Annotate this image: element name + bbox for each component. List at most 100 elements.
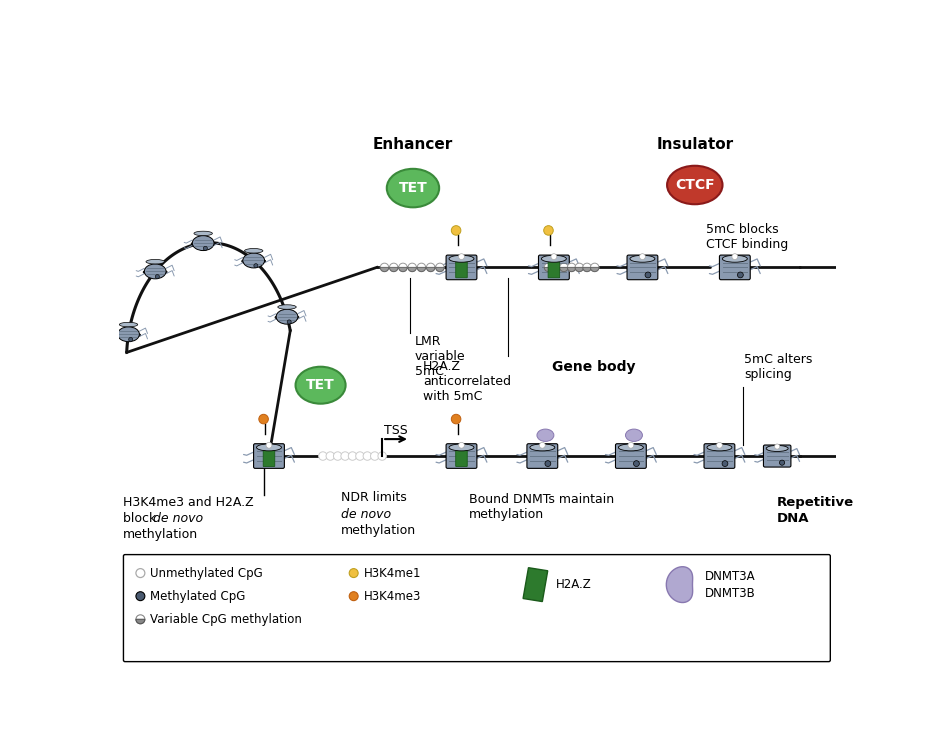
FancyBboxPatch shape [446,255,477,280]
Text: Gene body: Gene body [552,360,635,374]
Circle shape [203,246,207,251]
Circle shape [568,263,576,272]
Ellipse shape [117,327,140,342]
Circle shape [349,452,357,460]
Ellipse shape [619,444,643,451]
Circle shape [737,272,744,278]
Wedge shape [390,267,398,272]
Ellipse shape [194,231,212,236]
Ellipse shape [119,322,138,327]
Wedge shape [418,267,426,272]
Text: Unmethylated CpG: Unmethylated CpG [150,566,263,580]
Circle shape [350,592,358,601]
FancyBboxPatch shape [720,255,750,280]
Circle shape [254,263,258,268]
Text: de novo: de novo [154,513,203,525]
Text: Methylated CpG: Methylated CpG [150,589,246,603]
Text: H3K4me3: H3K4me3 [363,589,421,603]
Text: Variable CpG methylation: Variable CpG methylation [150,612,302,626]
Wedge shape [559,267,569,272]
Wedge shape [408,267,417,272]
Circle shape [136,592,144,601]
Circle shape [156,275,159,279]
FancyBboxPatch shape [254,444,284,468]
FancyBboxPatch shape [704,444,734,468]
Text: CTCF: CTCF [675,178,715,192]
Text: NDR limits: NDR limits [340,491,406,504]
Text: methylation: methylation [340,524,416,537]
Circle shape [540,442,545,448]
Ellipse shape [116,332,141,338]
Ellipse shape [387,169,439,207]
Circle shape [575,263,583,272]
FancyBboxPatch shape [627,255,658,280]
Circle shape [356,452,364,460]
Text: TET: TET [307,378,335,392]
Wedge shape [435,267,445,272]
Circle shape [399,263,407,272]
FancyBboxPatch shape [263,445,275,466]
Ellipse shape [244,248,263,253]
Polygon shape [666,567,692,603]
Ellipse shape [144,269,167,275]
Circle shape [722,461,728,466]
Circle shape [371,452,379,460]
Wedge shape [399,267,407,272]
Circle shape [451,414,460,424]
Ellipse shape [541,255,567,262]
Circle shape [544,263,553,272]
FancyBboxPatch shape [539,255,569,280]
Circle shape [545,461,551,466]
Ellipse shape [625,429,642,442]
Circle shape [427,263,435,272]
Text: DNMT3A: DNMT3A [705,571,756,583]
FancyBboxPatch shape [456,445,467,466]
Ellipse shape [763,453,790,461]
Ellipse shape [192,236,214,251]
FancyBboxPatch shape [615,444,646,468]
Ellipse shape [278,305,296,310]
Circle shape [350,568,358,577]
Ellipse shape [627,263,658,273]
Circle shape [628,442,634,448]
Text: H2A.Z: H2A.Z [555,578,591,591]
Circle shape [287,320,291,324]
Circle shape [380,263,389,272]
Ellipse shape [243,253,265,268]
FancyBboxPatch shape [548,257,559,278]
FancyBboxPatch shape [763,445,791,467]
Circle shape [418,263,426,272]
Text: H3K4me3 and H2A.Z: H3K4me3 and H2A.Z [123,496,254,509]
Wedge shape [427,267,435,272]
Text: LMR
variable
5mC: LMR variable 5mC [415,335,465,378]
Circle shape [551,254,556,260]
Circle shape [552,263,560,272]
Circle shape [435,263,445,272]
Ellipse shape [667,166,722,204]
Ellipse shape [707,444,732,451]
Wedge shape [591,267,599,272]
Circle shape [451,225,460,235]
Ellipse shape [722,255,747,262]
Wedge shape [552,267,560,272]
FancyBboxPatch shape [527,444,557,468]
Circle shape [326,452,335,460]
Circle shape [341,452,350,460]
Text: H3K4me1: H3K4me1 [363,566,421,580]
Text: Repetitive: Repetitive [777,496,855,509]
Ellipse shape [766,445,788,451]
Circle shape [774,444,780,449]
Wedge shape [568,267,576,272]
Wedge shape [544,267,553,272]
Ellipse shape [276,310,298,325]
Polygon shape [523,568,548,601]
Wedge shape [582,267,591,272]
Circle shape [582,263,591,272]
Circle shape [390,263,398,272]
Ellipse shape [528,452,557,462]
Ellipse shape [146,260,164,264]
FancyBboxPatch shape [446,444,477,468]
Text: DNMT3B: DNMT3B [705,587,756,601]
Circle shape [591,263,599,272]
FancyBboxPatch shape [123,554,830,662]
